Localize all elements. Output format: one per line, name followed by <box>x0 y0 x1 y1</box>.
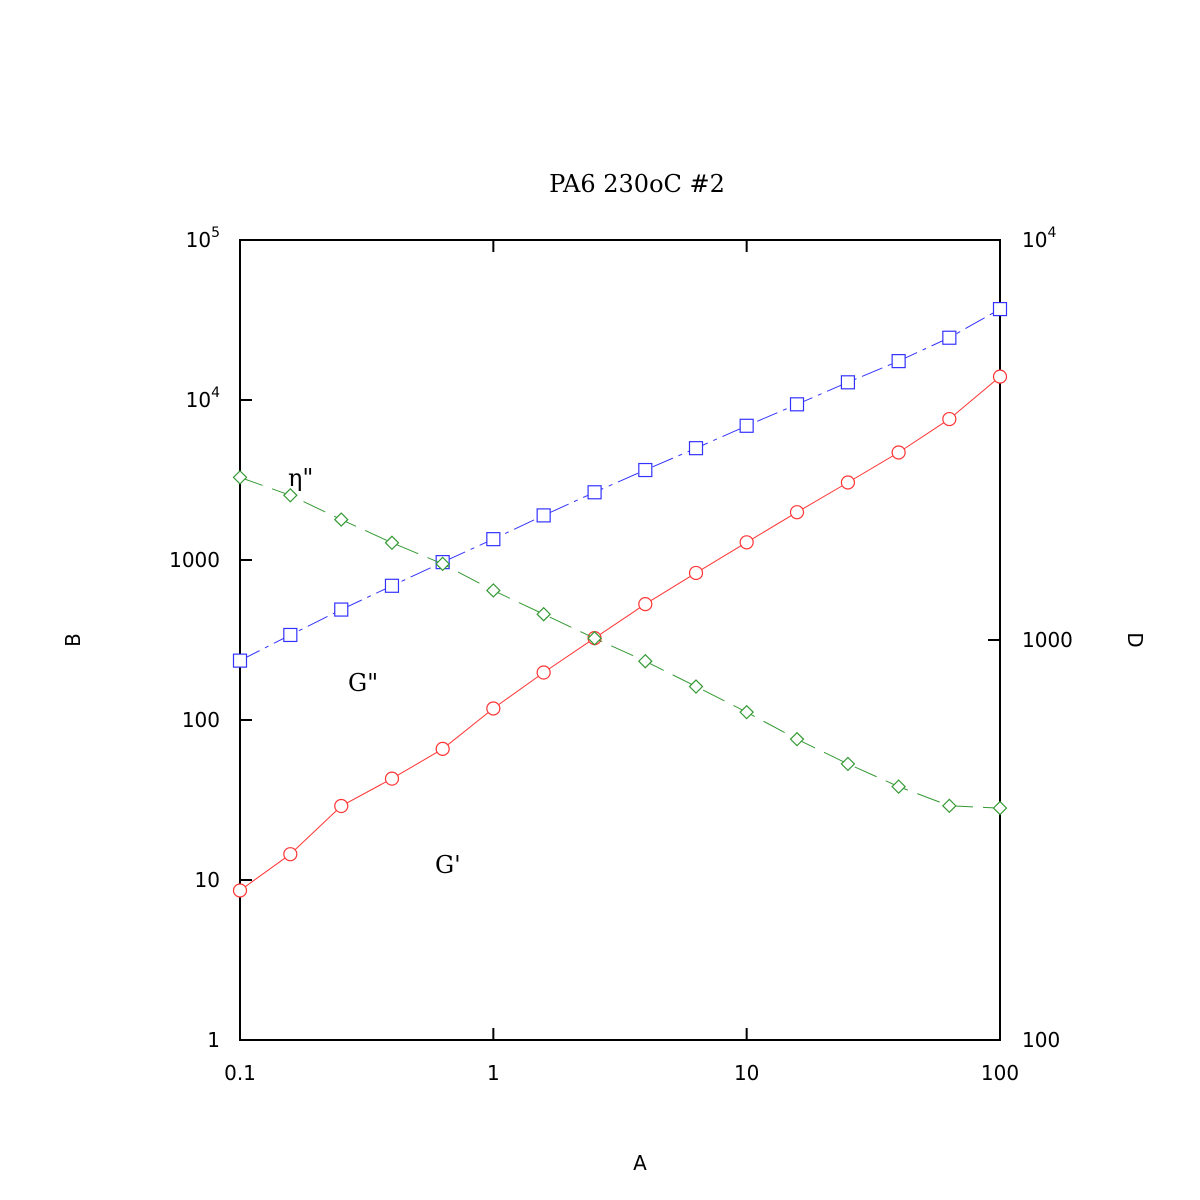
y-right-tick-label: 1000 <box>1022 628 1073 652</box>
data-point <box>435 741 450 756</box>
series-0 <box>232 369 1008 898</box>
data-point <box>283 847 298 862</box>
data-point <box>384 578 400 593</box>
data-point <box>485 583 501 598</box>
y-left-tick-label: 1 <box>207 1028 220 1052</box>
data-point <box>992 301 1008 317</box>
series-line <box>239 376 1001 891</box>
y-right-tick-label: 100 <box>1022 1028 1060 1052</box>
data-point <box>486 701 501 716</box>
x-tick-label: 0.1 <box>224 1061 256 1085</box>
y-left-tick-label: 104 <box>186 385 220 412</box>
data-point <box>942 411 957 427</box>
y-left-tick-label: 105 <box>186 225 220 252</box>
data-point <box>486 532 501 547</box>
series-layer <box>232 301 1008 898</box>
data-point <box>891 354 906 369</box>
data-point <box>891 779 906 794</box>
data-point <box>739 418 754 433</box>
x-tick-label: 100 <box>981 1061 1019 1085</box>
data-point <box>334 602 349 617</box>
data-point <box>840 756 856 772</box>
series-1 <box>232 301 1008 668</box>
y-axis-right: 100 1000 104 <box>988 225 1073 1052</box>
series-line <box>239 476 1001 809</box>
annotation-eta: η" <box>288 464 313 492</box>
data-point <box>688 679 704 694</box>
data-point <box>587 485 602 500</box>
data-point <box>840 375 856 390</box>
data-point <box>941 798 957 814</box>
annotation-g-double-prime: G" <box>348 669 378 697</box>
x-tick-label: 10 <box>734 1061 759 1085</box>
data-point <box>536 606 552 622</box>
data-point <box>739 704 755 720</box>
y-right-tick-label: 104 <box>1022 225 1056 252</box>
series-line <box>239 308 1001 662</box>
annotation-g-prime: G' <box>435 851 461 879</box>
data-point <box>992 369 1008 384</box>
data-point <box>638 597 653 612</box>
plot-frame <box>239 239 1001 1041</box>
data-point <box>638 462 653 478</box>
data-point <box>536 665 551 680</box>
y-axis-left-label: B <box>61 633 85 647</box>
y-left-tick-label: 1000 <box>169 548 220 572</box>
x-axis: 0.1 1 10 100 <box>224 240 1019 1085</box>
data-point <box>587 630 602 646</box>
x-axis-label: A <box>633 1151 647 1175</box>
data-point <box>232 653 248 668</box>
data-point <box>334 798 349 814</box>
y-axis-left: 1 10 100 1000 104 105 <box>169 225 252 1052</box>
series-2 <box>232 470 1008 816</box>
y-axis-right-label: D <box>1123 632 1147 647</box>
data-point <box>688 441 704 456</box>
data-point <box>840 475 856 490</box>
data-point <box>789 397 805 412</box>
data-point <box>739 535 754 550</box>
data-point <box>282 487 298 503</box>
data-point <box>333 512 349 527</box>
data-point <box>384 771 400 786</box>
data-point <box>789 731 805 747</box>
data-point <box>232 883 248 898</box>
data-point <box>384 535 400 551</box>
data-point <box>435 556 451 572</box>
data-point <box>992 800 1008 816</box>
data-point <box>637 653 653 669</box>
chart-title: PA6 230oC #2 <box>549 170 725 198</box>
data-point <box>942 330 957 345</box>
data-point <box>789 505 805 520</box>
y-left-tick-label: 100 <box>182 708 220 732</box>
y-left-tick-label: 10 <box>195 868 220 892</box>
data-point <box>232 470 248 485</box>
data-point <box>891 445 906 460</box>
data-point <box>536 508 551 523</box>
x-tick-label: 1 <box>487 1061 500 1085</box>
data-point <box>688 565 704 581</box>
data-point <box>283 627 298 643</box>
